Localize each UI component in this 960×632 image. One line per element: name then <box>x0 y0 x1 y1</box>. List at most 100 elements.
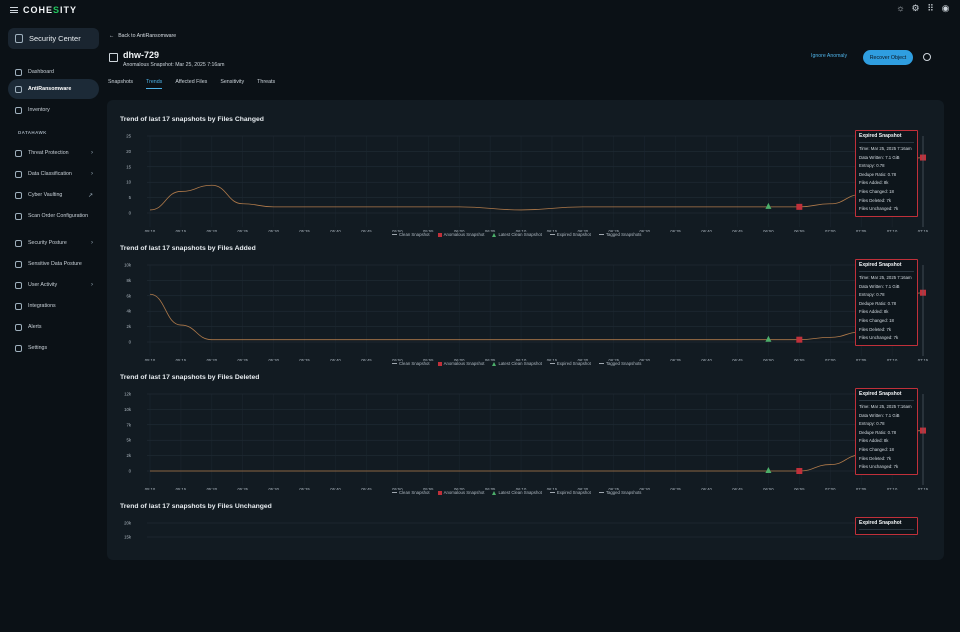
x-tick-label: 07:00 <box>825 229 836 232</box>
legend-label: Latest Clean Snapshot <box>498 232 542 237</box>
x-tick-label: 05:55 <box>423 358 434 361</box>
legend-expired[interactable]: Expired Snapshot <box>549 490 591 495</box>
latest-clean-marker[interactable] <box>765 335 772 342</box>
sidebar-item-user-activity[interactable]: User Activity › <box>8 275 99 295</box>
sidebar-item-scan-order[interactable]: Scan Order Configuration <box>8 206 99 226</box>
tooltip-row: Files Deleted: 7k <box>859 326 892 332</box>
back-link[interactable]: ← Back to AntiRansomware <box>109 33 176 39</box>
x-tick-label: 07:15 <box>918 229 929 232</box>
sidebar-item-label: Cyber Vaulting <box>28 192 63 198</box>
shield-check-icon <box>15 149 22 157</box>
external-link-icon: ↗ <box>87 192 93 199</box>
security-center-switcher[interactable]: Security Center <box>8 28 99 49</box>
anomalous-marker[interactable] <box>796 203 803 210</box>
user-icon[interactable]: ◉ <box>941 3 950 13</box>
tab-snapshots[interactable]: Snapshots <box>108 79 134 85</box>
legend-expired[interactable]: Expired Snapshot <box>549 361 591 366</box>
latest-clean-marker[interactable] <box>765 467 772 473</box>
theme-icon[interactable]: ☼ <box>896 3 905 13</box>
cohesity-logo[interactable]: COHESITY <box>23 5 78 15</box>
legend-swatch <box>549 234 555 235</box>
legend-clean[interactable]: Clean Snapshot <box>392 361 430 366</box>
tab-threats[interactable]: Threats <box>257 79 276 85</box>
x-tick-label: 05:40 <box>330 229 341 232</box>
sidebar-item-antiransomware[interactable]: AntiRansomware <box>8 79 99 99</box>
ignore-anomaly-button[interactable]: Ignore Anomaly <box>811 53 848 59</box>
x-tick-label: 05:20 <box>207 487 218 490</box>
tab-affected-files[interactable]: Affected Files <box>175 79 208 85</box>
section-header-datahawk: DATAHAWK <box>18 130 47 135</box>
y-tick-label: 12k <box>124 392 132 397</box>
legend-latest-clean[interactable]: Latest Clean Snapshot <box>492 490 542 495</box>
chevron-right-icon: › <box>91 150 93 156</box>
chart-legend: Clean Snapshot Anomalous Snapshot Latest C… <box>392 490 641 495</box>
sidebar-item-security-posture[interactable]: Security Posture › <box>8 233 99 253</box>
x-tick-label: 05:50 <box>392 487 403 490</box>
sidebar-item-threat-protection[interactable]: Threat Protection › <box>8 143 99 163</box>
settings-icon[interactable]: ⚙ <box>911 3 920 13</box>
sidebar-item-sensitive-data-posture[interactable]: Sensitive Data Posture <box>8 254 99 274</box>
tooltip-row: Files Changed: 18 <box>859 317 894 323</box>
sidebar-item-alerts[interactable]: Alerts <box>8 317 99 337</box>
legend-tagged[interactable]: Tagged Snapshots <box>598 232 641 237</box>
legend-latest-clean[interactable]: Latest Clean Snapshot <box>492 232 542 237</box>
sidebar-item-data-classification[interactable]: Data Classification › <box>8 164 99 184</box>
legend-anomalous[interactable]: Anomalous Snapshot <box>437 232 484 237</box>
y-tick-label: 20k <box>124 521 132 526</box>
sidebar-item-settings[interactable]: Settings <box>8 338 99 358</box>
x-tick-label: 07:05 <box>856 358 867 361</box>
legend-label: Anomalous Snapshot <box>443 490 485 495</box>
legend-latest-clean[interactable]: Latest Clean Snapshot <box>492 361 542 366</box>
legend-swatch <box>392 234 397 235</box>
x-tick-label: 05:40 <box>330 487 341 490</box>
x-tick-label: 06:20 <box>578 487 589 490</box>
x-tick-label: 07:05 <box>856 229 867 232</box>
chart-title: Trend of last 17 snapshots by Files Chan… <box>120 116 264 123</box>
menu-icon[interactable] <box>10 7 18 13</box>
sidebar-item-cyber-vaulting[interactable]: Cyber Vaulting ↗ <box>8 185 99 205</box>
sidebar-item-inventory[interactable]: Inventory <box>8 100 99 120</box>
recover-object-button[interactable]: Recover Object <box>863 50 913 65</box>
chart-title: Trend of last 17 snapshots by Files Unch… <box>120 503 272 510</box>
legend-anomalous[interactable]: Anomalous Snapshot <box>437 490 485 495</box>
shield-icon <box>15 85 22 93</box>
tab-trends[interactable]: Trends <box>146 79 163 89</box>
tooltip-row: Dedupe Ratio: 0.78 <box>859 171 897 177</box>
sidebar-item-label: Threat Protection <box>28 150 69 156</box>
tooltip-row: Files Unchanged: 7k <box>859 335 899 341</box>
share-icon[interactable] <box>923 53 931 61</box>
sidebar-item-dashboard[interactable]: Dashboard <box>8 62 99 82</box>
vault-icon <box>15 191 22 199</box>
tab-sensitivity[interactable]: Sensitivity <box>220 79 245 85</box>
anomalous-marker[interactable] <box>796 336 803 343</box>
apps-grid-icon[interactable]: ⠿ <box>927 3 934 13</box>
tooltip-row: Files Deleted: 7k <box>859 197 892 203</box>
y-tick-label: 7k <box>126 422 131 427</box>
latest-clean-marker[interactable] <box>765 202 772 209</box>
anomalous-marker[interactable] <box>796 468 803 474</box>
legend-swatch <box>598 492 604 493</box>
legend-expired[interactable]: Expired Snapshot <box>549 232 591 237</box>
x-tick-label: 06:00 <box>454 229 465 232</box>
legend-swatch <box>598 363 604 364</box>
x-tick-label: 05:25 <box>238 358 249 361</box>
x-tick-label: 05:25 <box>238 487 249 490</box>
tooltip-row: Entropy: 0.78 <box>859 421 885 427</box>
legend-clean[interactable]: Clean Snapshot <box>392 232 430 237</box>
x-tick-label: 05:55 <box>423 487 434 490</box>
legend-label: Expired Snapshot <box>556 361 591 366</box>
legend-label: Expired Snapshot <box>556 490 591 495</box>
legend-swatch <box>492 490 497 495</box>
sidebar-item-label: Data Classification <box>28 171 72 177</box>
legend-tagged[interactable]: Tagged Snapshots <box>598 361 641 366</box>
x-tick-label: 06:00 <box>454 358 465 361</box>
snapshot-tooltip: Expired Snapshot Time: Mar 25, 2025 7:16a… <box>855 130 918 217</box>
legend-swatch <box>437 490 442 495</box>
legend-anomalous[interactable]: Anomalous Snapshot <box>437 361 484 366</box>
sidebar-item-integrations[interactable]: Integrations <box>8 296 99 316</box>
x-tick-label: 06:55 <box>794 487 805 490</box>
x-tick-label: 07:10 <box>887 358 898 361</box>
legend-tagged[interactable]: Tagged Snapshots <box>598 490 641 495</box>
legend-clean[interactable]: Clean Snapshot <box>392 490 430 495</box>
chart-2: Trend of last 17 snapshots by Files Dele… <box>107 374 944 503</box>
